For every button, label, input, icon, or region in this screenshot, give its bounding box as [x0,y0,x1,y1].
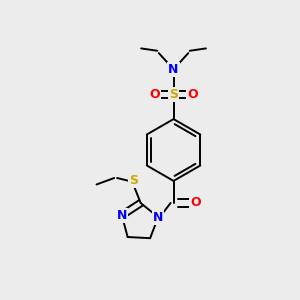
Text: O: O [188,88,198,100]
Text: N: N [117,209,127,222]
Text: N: N [153,211,164,224]
Text: N: N [168,62,179,76]
Text: S: S [129,174,138,188]
Text: S: S [169,88,178,100]
Text: O: O [149,88,160,100]
Text: O: O [190,196,201,209]
